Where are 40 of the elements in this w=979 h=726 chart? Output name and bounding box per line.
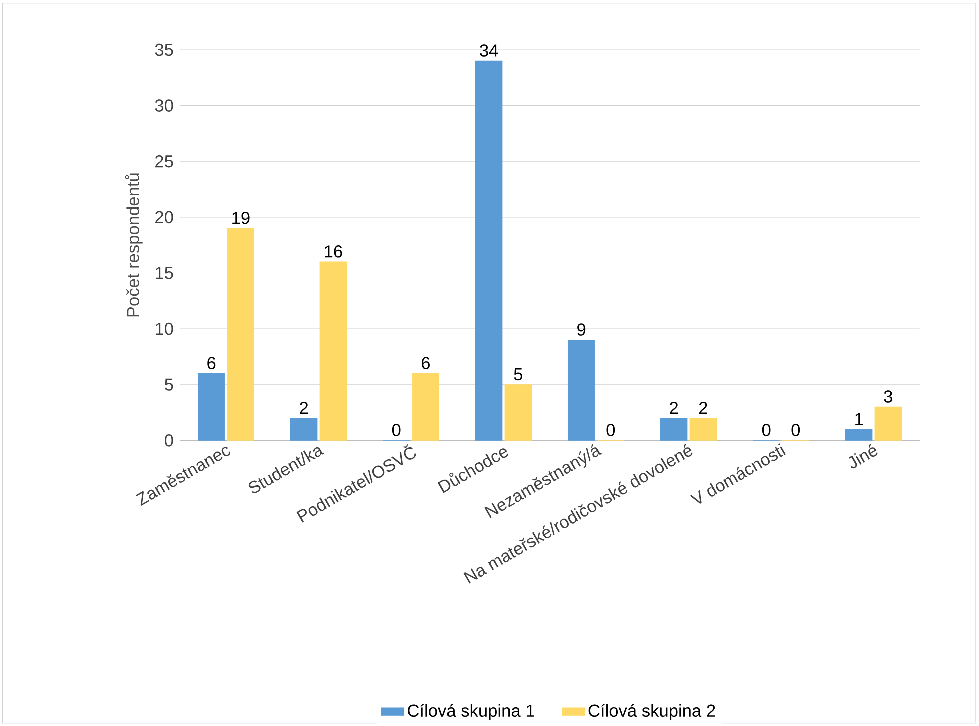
bar [504,384,532,441]
data-label: 6 [208,357,216,370]
y-tick-label: 0 [164,434,174,447]
data-label: 2 [300,402,308,414]
bar [290,418,318,441]
data-label: 0 [792,424,800,436]
data-label: 16 [325,246,342,258]
bar [412,373,440,441]
bar [320,262,348,441]
y-tick-label: 15 [156,267,174,280]
legend-label: Cílová skupina 1 [408,704,534,720]
data-label: 5 [514,368,523,381]
y-tick-label: 10 [156,322,174,336]
data-label: 1 [856,413,864,426]
data-label: 2 [699,402,708,414]
x-tick-label: Jiné [849,444,878,469]
legend-label: Cílová skupina 2 [588,704,716,720]
data-label: 0 [606,424,616,436]
bar [660,418,688,441]
bar [690,418,718,441]
y-axis-title: Počet respondentů [125,174,143,317]
bar [227,228,255,441]
data-label: 0 [762,424,771,436]
data-label: 19 [232,212,250,224]
y-tick-label: 25 [156,155,174,168]
y-tick-label: 35 [155,44,174,56]
data-label: 3 [884,390,892,403]
y-tick-label: 20 [156,211,174,224]
data-label: 9 [578,324,586,336]
y-tick-label: 5 [165,378,174,391]
bar [568,340,596,441]
bar [198,373,226,441]
data-label: 34 [480,44,498,57]
data-label: 2 [670,402,678,414]
bar [475,60,503,441]
data-label: 6 [422,357,430,370]
bar [845,429,873,441]
y-tick-label: 30 [155,100,174,112]
data-label: 0 [392,424,401,436]
bar [874,406,902,441]
